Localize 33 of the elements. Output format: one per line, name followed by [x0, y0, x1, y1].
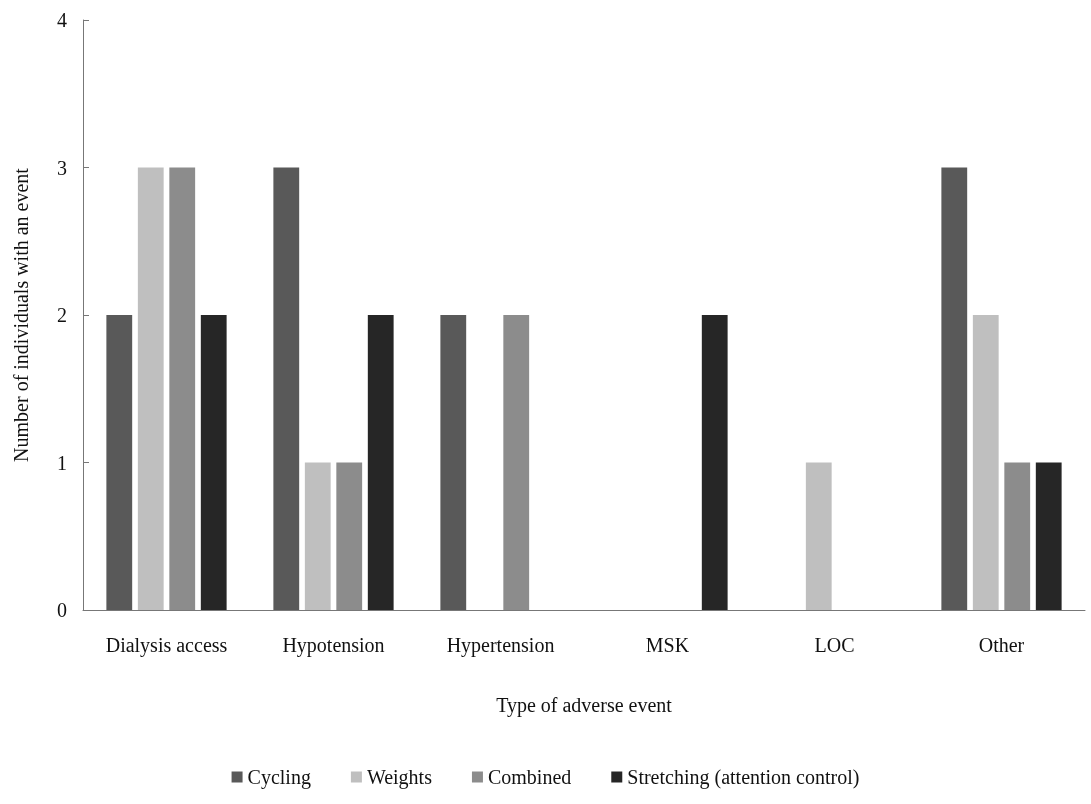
bar — [805, 462, 832, 610]
legend-label: Combined — [487, 766, 572, 788]
bar — [440, 315, 467, 610]
x-tick-label: LOC — [814, 634, 855, 656]
bar — [701, 315, 728, 610]
y-tick-label: 2 — [57, 304, 67, 326]
bar — [273, 167, 300, 610]
x-tick-label: Other — [978, 634, 1025, 656]
bar — [367, 315, 394, 610]
bar — [1035, 462, 1062, 610]
y-tick-label: 3 — [57, 156, 67, 179]
y-tick-label: 4 — [57, 9, 67, 31]
bar — [503, 315, 530, 610]
bar — [304, 462, 331, 610]
legend-label: Cycling — [247, 766, 311, 789]
legend-label: Weights — [366, 766, 433, 789]
bar — [972, 315, 999, 610]
bar — [137, 167, 164, 610]
legend-label: Stretching (attention control) — [627, 766, 860, 789]
bar — [200, 315, 227, 610]
x-tick-label: Dialysis access — [105, 634, 228, 657]
x-tick-label: Hypotension — [282, 634, 385, 657]
y-tick-label: 0 — [57, 599, 67, 621]
bar — [941, 167, 968, 610]
bar — [1004, 462, 1031, 610]
bar — [336, 462, 363, 610]
y-tick-label: 1 — [57, 451, 67, 474]
x-axis-title: Type of adverse event — [496, 694, 673, 717]
bar — [106, 315, 133, 610]
x-tick-label: MSK — [645, 634, 690, 656]
bar — [169, 167, 196, 610]
x-tick-label: Hypertension — [446, 634, 555, 657]
y-axis-title: Number of individuals with an event — [10, 167, 32, 462]
